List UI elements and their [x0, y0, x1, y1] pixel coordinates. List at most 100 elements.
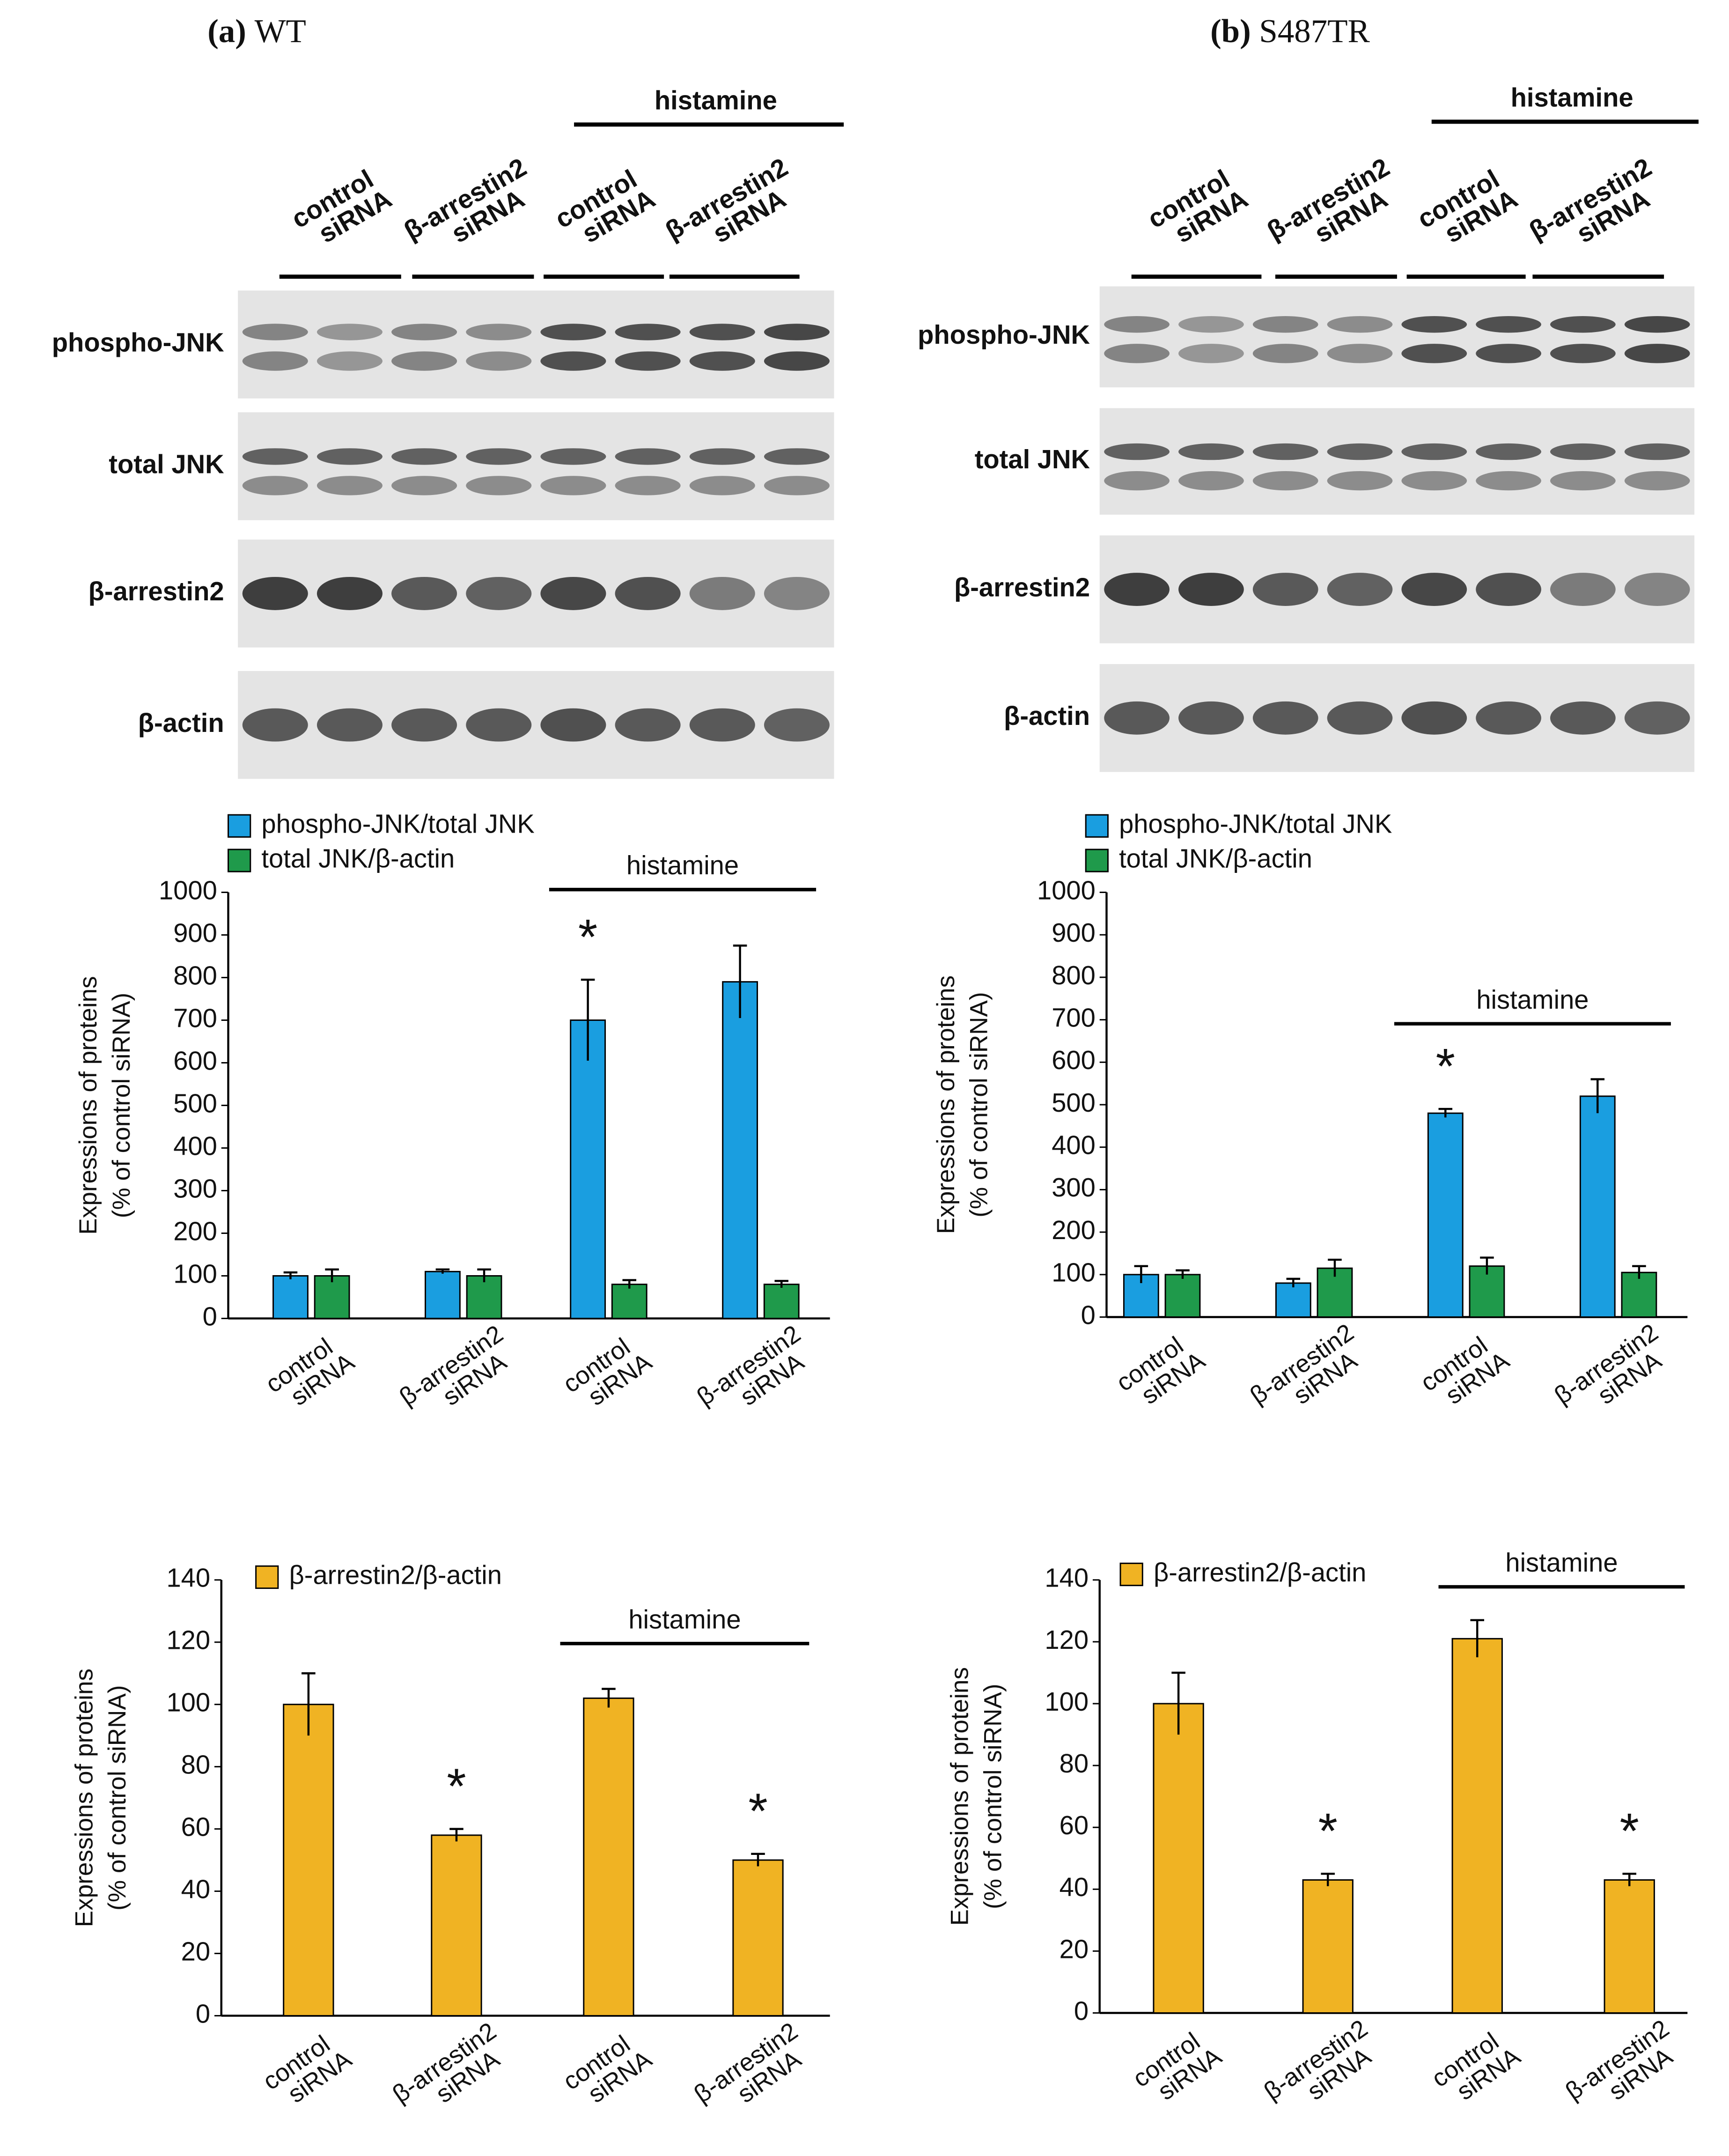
bar: [722, 981, 758, 1319]
blot-band: [242, 351, 308, 371]
blot-band: [1104, 573, 1170, 606]
blot-row-label: total JNK: [109, 449, 224, 479]
y-tick-label: 40: [181, 1874, 210, 1904]
y-axis-label: Expressions of proteins: [932, 975, 960, 1234]
blot-row-label: phospho-JNK: [52, 327, 224, 357]
blot-band: [1401, 443, 1467, 460]
error-bar: [449, 1828, 464, 1842]
error-bar: [302, 1672, 316, 1736]
x-tick-label: β-arrestin2siRNA: [395, 1320, 522, 1432]
blot-panel: [1099, 408, 1695, 515]
y-tick-label: 60: [181, 1812, 210, 1841]
blot-band: [540, 448, 606, 465]
x-tick-label: β-arrestin2siRNA: [388, 2017, 515, 2129]
bar: [1153, 1703, 1204, 2014]
y-tick-label: 200: [1052, 1215, 1096, 1245]
y-tick-label: 100: [1052, 1258, 1096, 1287]
blot-band: [689, 476, 755, 495]
treatment-label: histamine: [626, 850, 739, 880]
blot-band: [1624, 344, 1690, 363]
bar: [732, 1859, 784, 2016]
blot-row-label: β-actin: [1004, 701, 1090, 731]
blot-band: [391, 476, 457, 495]
blot-band: [1624, 471, 1690, 491]
y-axis-label: Expressions of proteins: [74, 976, 102, 1235]
blot-band: [1550, 344, 1616, 363]
blot-band: [764, 708, 830, 742]
blot-band: [615, 351, 681, 371]
blot-band: [1401, 344, 1467, 363]
error-bar: [602, 1688, 616, 1708]
error-bar: [622, 1279, 637, 1289]
bar: [1621, 1271, 1657, 1318]
blot-band: [1401, 471, 1467, 491]
blot-band: [615, 448, 681, 465]
treatment-label: histamine: [628, 1604, 741, 1634]
legend-swatch: [1119, 1562, 1143, 1587]
error-bar: [1134, 1265, 1148, 1283]
lane-label: controlsiRNA: [287, 161, 397, 257]
y-tick-label: 100: [166, 1688, 210, 1717]
blot-band: [316, 476, 383, 495]
y-axis-label: Expressions of proteins: [70, 1669, 98, 1927]
y-axis-label: Expressions of proteins: [946, 1667, 973, 1926]
blot-band: [540, 708, 606, 742]
x-tick-label: β-arrestin2siRNA: [1560, 2015, 1688, 2126]
treatment-label: histamine: [1476, 985, 1589, 1014]
blot-band: [1252, 701, 1318, 735]
panel-name: S487TR: [1259, 13, 1370, 50]
blot-band: [1252, 443, 1318, 460]
significance-star: *: [1620, 1803, 1639, 1859]
blot-band: [242, 476, 308, 495]
bar: [272, 1275, 309, 1319]
legend-label: total JNK/β-actin: [261, 843, 455, 873]
y-tick-label: 800: [1052, 960, 1096, 990]
y-tick-label: 140: [1045, 1563, 1089, 1593]
x-tick-label: β-arrestin2siRNA: [1550, 1319, 1677, 1430]
blot-band: [1252, 344, 1318, 363]
error-bar: [1622, 1873, 1637, 1886]
bar: [466, 1275, 502, 1319]
bar: [570, 1019, 606, 1319]
error-bar: [1632, 1265, 1646, 1279]
y-tick-label: 500: [1052, 1088, 1096, 1117]
bar: [1275, 1282, 1311, 1318]
legend-swatch: [228, 849, 251, 872]
blot-panel: [238, 290, 834, 399]
blot-band: [1624, 316, 1690, 333]
blot-band: [1476, 573, 1541, 606]
blot-band: [689, 324, 755, 340]
blot-row-label: total JNK: [975, 444, 1090, 474]
blot-band: [689, 351, 755, 371]
blot-band: [1327, 443, 1393, 460]
blot-band: [1550, 701, 1616, 735]
blot-band: [1178, 316, 1244, 333]
legend-label: phospho-JNK/total JNK: [261, 809, 534, 839]
panel-name: WT: [255, 13, 306, 50]
blot-band: [1476, 701, 1541, 735]
bar: [1579, 1095, 1616, 1318]
blot-band: [316, 448, 383, 465]
blot-band: [466, 576, 532, 610]
blot-band: [615, 576, 681, 610]
bar: [1604, 1879, 1655, 2014]
y-tick-label: 40: [1059, 1872, 1089, 1902]
blot-band: [764, 448, 830, 465]
blot-band: [1178, 471, 1244, 491]
bar: [611, 1284, 647, 1319]
blot-band: [1178, 573, 1244, 606]
significance-star: *: [748, 1783, 767, 1839]
y-tick-label: 500: [173, 1088, 217, 1118]
blot-band: [466, 448, 532, 465]
error-bar: [1480, 1256, 1494, 1275]
blot-row-label: β-actin: [138, 708, 224, 738]
error-bar: [1171, 1671, 1185, 1735]
x-tick-label: controlsiRNA: [1128, 2022, 1227, 2113]
blot-band: [1476, 443, 1541, 460]
bar: [583, 1697, 634, 2016]
blot-band: [391, 448, 457, 465]
blot-band: [391, 708, 457, 742]
blot-band: [242, 324, 308, 340]
